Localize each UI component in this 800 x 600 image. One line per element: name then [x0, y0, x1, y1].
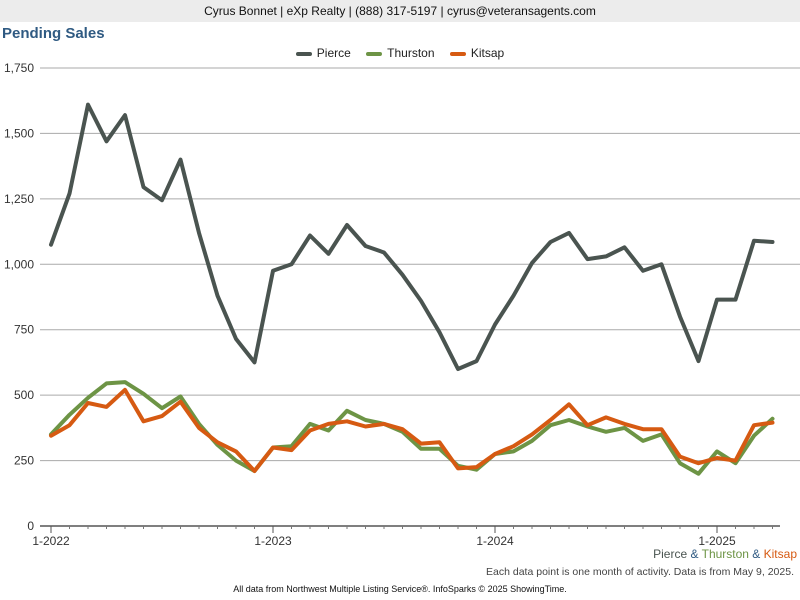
series-comparison-label: Pierce & Thurston & Kitsap — [653, 547, 797, 561]
compare-amp-2: & — [748, 547, 764, 561]
footer-attribution: All data from Northwest Multiple Listing… — [233, 584, 567, 594]
y-tick-label-1000: 1,000 — [4, 257, 34, 271]
compare-thurston: Thurston — [701, 547, 749, 561]
y-tick-label-1750: 1,750 — [4, 61, 34, 75]
series-line-kitsap — [49, 387, 775, 473]
x-tick-label-2024-01: 1-2024 — [476, 534, 514, 548]
legend-swatch-thurston — [366, 51, 383, 56]
contact-info: Cyrus Bonnet | eXp Realty | (888) 317-51… — [204, 4, 596, 18]
legend-label-pierce: Pierce — [316, 46, 351, 60]
data-note: Each data point is one month of activity… — [486, 566, 794, 578]
header-bar: Cyrus Bonnet | eXp Realty | (888) 317-51… — [0, 0, 800, 22]
legend-swatch-pierce — [295, 51, 312, 56]
legend-label-kitsap: Kitsap — [470, 46, 505, 60]
legend-item-kitsap[interactable]: Kitsap — [449, 46, 505, 60]
y-tick-label-1500: 1,500 — [4, 126, 34, 140]
y-tick-label-250: 250 — [14, 454, 34, 468]
x-tick-label-2023-01: 1-2023 — [254, 534, 292, 548]
y-tick-label-0: 0 — [27, 519, 34, 533]
series-line-pierce — [49, 102, 775, 371]
x-tick-label-2025-01: 1-2025 — [698, 534, 736, 548]
legend-item-thurston[interactable]: Thurston — [366, 46, 435, 60]
chart-legend: Pierce Thurston Kitsap — [0, 46, 800, 60]
legend-swatch-kitsap — [449, 51, 466, 56]
chart-title: Pending Sales — [2, 25, 105, 42]
y-tick-label-1250: 1,250 — [4, 192, 34, 206]
y-tick-label-750: 750 — [14, 323, 34, 337]
compare-kitsap: Kitsap — [763, 547, 797, 561]
y-tick-label-500: 500 — [14, 388, 34, 402]
compare-pierce: Pierce — [653, 547, 688, 561]
legend-item-pierce[interactable]: Pierce — [295, 46, 351, 60]
compare-amp-1: & — [687, 547, 702, 561]
series-line-thurston — [49, 380, 775, 476]
legend-label-thurston: Thurston — [387, 46, 435, 60]
x-tick-label-2022-01: 1-2022 — [32, 534, 70, 548]
